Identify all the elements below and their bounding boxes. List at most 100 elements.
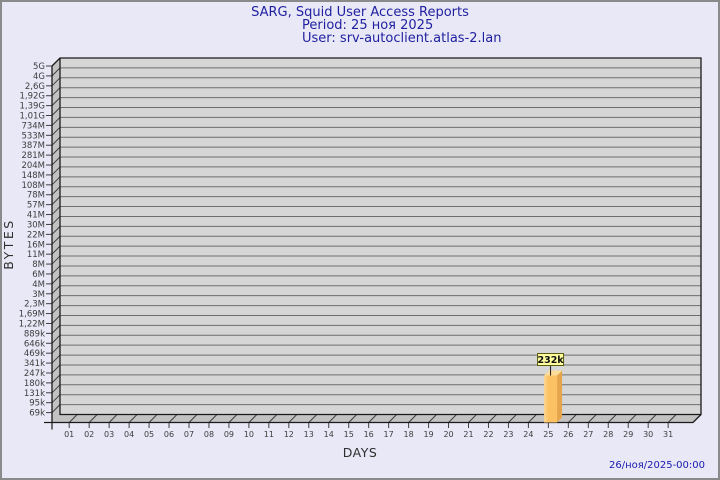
y-axis-tick-label: 387M xyxy=(21,141,45,151)
x-axis-tick-label: 20 xyxy=(443,430,453,439)
x-tick-floor-diagonal xyxy=(68,414,78,423)
x-axis-tick-label: 05 xyxy=(144,430,154,439)
y-tick-wall-diagonal xyxy=(51,295,61,305)
x-axis-tick-label: 17 xyxy=(384,430,394,439)
chart-generated-layer: 5G4G2,6G1,92G1,39G1,01G734M533M387M281M2… xyxy=(19,57,702,439)
y-axis-tick-label: 69k xyxy=(29,409,45,419)
y-axis-tick-label: 6M xyxy=(32,270,45,280)
x-tick-floor-diagonal xyxy=(388,414,397,423)
y-tick-wall-diagonal xyxy=(51,146,61,156)
x-axis-title: DAYS xyxy=(343,445,378,460)
x-tick-floor-diagonal xyxy=(647,414,657,423)
y-tick-wall-diagonal xyxy=(51,275,61,285)
chart-period-subtitle: Period: 25 ноя 2025 xyxy=(302,18,434,33)
y-axis-tick-label: 734M xyxy=(21,121,45,131)
y-tick-wall-diagonal xyxy=(51,354,61,364)
y-tick-wall-diagonal xyxy=(51,206,61,215)
x-axis-tick-label: 18 xyxy=(404,430,414,439)
x-tick-floor-diagonal xyxy=(308,414,318,423)
report-generated-timestamp: 26/ноя/2025-00:00 xyxy=(608,460,705,471)
y-axis-tick-label: 533M xyxy=(21,131,45,141)
x-tick-floor-diagonal xyxy=(567,414,577,423)
y-tick-wall-diagonal xyxy=(51,404,61,413)
y-tick-wall-diagonal xyxy=(51,156,61,166)
x-axis-tick-label: 29 xyxy=(623,430,633,439)
x-axis-tick-label: 02 xyxy=(84,430,94,439)
plot-frame xyxy=(51,57,702,424)
x-axis-tick-label: 11 xyxy=(264,430,274,439)
x-axis-tick-label: 28 xyxy=(603,430,613,439)
y-tick-wall-diagonal xyxy=(51,265,61,275)
x-axis-tick-label: 08 xyxy=(204,430,214,439)
y-axis-tick-label: 247k xyxy=(24,369,45,379)
x-tick-floor-diagonal xyxy=(528,414,537,423)
chart-title: SARG, Squid User Access Reports xyxy=(251,5,469,20)
y-axis-tick-label: 1,01G xyxy=(19,112,45,122)
x-axis-tick-label: 24 xyxy=(523,430,533,439)
bar-top-face xyxy=(544,370,563,376)
x-tick-floor-diagonal xyxy=(108,414,118,423)
y-axis-tick-label: 41M xyxy=(27,211,45,221)
y-axis-tick-label: 1,39G xyxy=(19,102,45,112)
x-axis-tick-label: 10 xyxy=(244,430,254,439)
y-axis-tick-label: 57M xyxy=(27,201,45,211)
y-tick-wall-diagonal xyxy=(51,216,61,225)
x-tick-floor-diagonal xyxy=(587,414,597,423)
y-tick-wall-diagonal xyxy=(51,374,61,384)
y-tick-wall-diagonal xyxy=(51,166,61,176)
annotation-box xyxy=(537,353,565,366)
x-axis-tick-label: 01 xyxy=(64,430,74,439)
x-tick-floor-diagonal xyxy=(348,414,358,423)
y-axis-tick-label: 180k xyxy=(24,379,45,389)
x-tick-floor-diagonal xyxy=(428,414,437,423)
y-tick-wall-diagonal xyxy=(51,176,61,186)
y-tick-wall-diagonal xyxy=(51,117,61,126)
x-axis-tick-label: 13 xyxy=(304,430,314,439)
x-axis-tick-label: 26 xyxy=(563,430,573,439)
y-tick-wall-diagonal xyxy=(51,245,61,255)
y-tick-wall-diagonal xyxy=(51,344,61,354)
x-tick-floor-diagonal xyxy=(488,414,497,423)
bar-day-25 xyxy=(544,375,558,423)
x-tick-floor-diagonal xyxy=(248,414,258,423)
floor-3d xyxy=(52,414,701,423)
x-axis-tick-label: 31 xyxy=(663,430,673,439)
y-tick-wall-diagonal xyxy=(51,186,61,196)
y-tick-wall-diagonal xyxy=(51,235,61,245)
x-tick-floor-diagonal xyxy=(448,414,457,423)
x-tick-floor-diagonal xyxy=(667,414,677,423)
x-axis-tick-label: 12 xyxy=(284,430,294,439)
y-tick-wall-diagonal xyxy=(51,67,61,77)
y-axis-tick-label: 5G xyxy=(33,62,45,72)
x-tick-floor-diagonal xyxy=(268,414,278,423)
x-tick-floor-diagonal xyxy=(607,414,617,423)
x-axis-tick-label: 25 xyxy=(543,430,553,439)
y-axis-tick-label: 16M xyxy=(27,240,45,250)
y-axis-tick-label: 78M xyxy=(27,191,45,201)
y-axis-tick-label: 131k xyxy=(24,389,45,399)
x-axis-tick-label: 09 xyxy=(224,430,234,439)
y-tick-wall-diagonal xyxy=(51,305,61,314)
y-axis-tick-label: 646k xyxy=(24,339,45,349)
x-axis-tick-label: 22 xyxy=(483,430,493,439)
y-axis-tick-label: 4G xyxy=(33,72,45,82)
x-tick-floor-diagonal xyxy=(188,414,198,423)
y-axis-tick-label: 204M xyxy=(21,161,45,171)
y-axis-tick-label: 148M xyxy=(21,171,45,181)
x-tick-floor-diagonal xyxy=(88,414,98,423)
y-tick-wall-diagonal xyxy=(51,196,61,205)
x-tick-floor-diagonal xyxy=(468,414,477,423)
x-tick-floor-diagonal xyxy=(627,414,637,423)
y-axis-title: BYTES xyxy=(1,218,16,270)
x-axis-tick-label: 04 xyxy=(124,430,134,439)
x-axis-tick-label: 06 xyxy=(164,430,174,439)
x-tick-floor-diagonal xyxy=(208,414,218,423)
y-tick-wall-diagonal xyxy=(51,97,61,106)
y-axis-tick-label: 2,3M xyxy=(24,300,45,310)
x-axis-tick-label: 15 xyxy=(344,430,354,439)
x-axis-tick-label: 19 xyxy=(423,430,433,439)
x-axis-tick-label: 14 xyxy=(324,430,334,439)
y-tick-wall-diagonal xyxy=(51,87,61,97)
